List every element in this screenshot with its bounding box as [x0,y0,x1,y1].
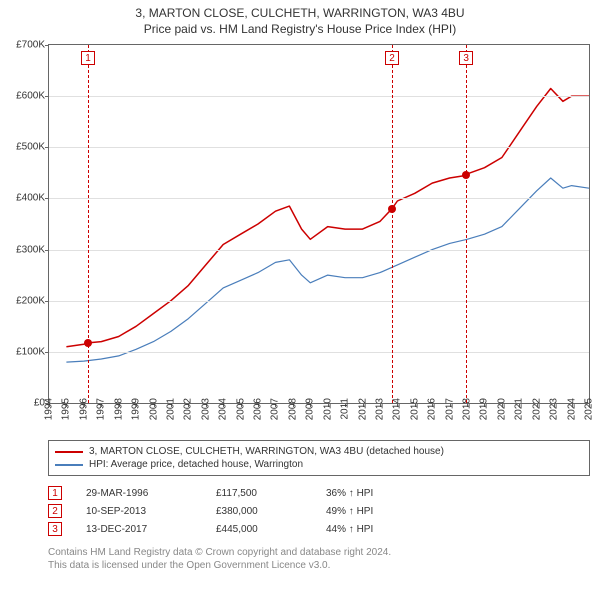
x-tick-label: 2024 [566,398,577,420]
x-tick-label: 1994 [44,398,55,420]
sales-row-3: 3 13-DEC-2017 £445,000 44% ↑ HPI [48,520,590,538]
sales-date-3: 13-DEC-2017 [86,524,216,535]
y-tick-label: £400K [3,193,45,204]
legend-swatch-hpi [55,464,83,466]
sales-price-2: £380,000 [216,506,326,517]
x-tick-label: 2008 [287,398,298,420]
x-tick-label: 2009 [305,398,316,420]
sales-marker-1: 1 [48,486,62,500]
x-tick-label: 2020 [496,398,507,420]
y-tick-label: £500K [3,142,45,153]
footer: Contains HM Land Registry data © Crown c… [48,546,590,572]
sales-price-1: £117,500 [216,488,326,499]
sale-marker-line [466,45,467,403]
legend-item-property: 3, MARTON CLOSE, CULCHETH, WARRINGTON, W… [55,445,583,458]
series-svg [49,45,589,403]
x-tick-label: 2023 [549,398,560,420]
x-tick-label: 1995 [61,398,72,420]
legend-swatch-property [55,451,83,453]
sales-marker-2: 2 [48,504,62,518]
sale-marker-box: 1 [81,51,95,65]
sales-pct-1: 36% ↑ HPI [326,488,426,499]
sale-marker-box: 3 [459,51,473,65]
x-tick-label: 2025 [584,398,595,420]
x-tick-label: 2006 [253,398,264,420]
x-tick-label: 2022 [531,398,542,420]
sale-marker-dot [462,171,470,179]
sales-pct-3: 44% ↑ HPI [326,524,426,535]
y-tick-label: £600K [3,91,45,102]
y-tick-label: £300K [3,244,45,255]
x-tick-label: 1997 [96,398,107,420]
title-sub: Price paid vs. HM Land Registry's House … [0,22,600,36]
y-tick-label: £700K [3,40,45,51]
x-tick-label: 2007 [270,398,281,420]
title-main: 3, MARTON CLOSE, CULCHETH, WARRINGTON, W… [0,6,600,20]
sales-pct-2: 49% ↑ HPI [326,506,426,517]
sales-marker-3: 3 [48,522,62,536]
chart-area: £0£100K£200K£300K£400K£500K£600K£700K199… [48,44,590,404]
x-tick-label: 2013 [374,398,385,420]
page: 3, MARTON CLOSE, CULCHETH, WARRINGTON, W… [0,0,600,590]
x-tick-label: 2003 [200,398,211,420]
x-tick-label: 2004 [218,398,229,420]
x-tick-label: 2021 [514,398,525,420]
x-tick-label: 1999 [131,398,142,420]
x-tick-label: 2015 [409,398,420,420]
y-tick-label: £0 [3,398,45,409]
sales-date-1: 29-MAR-1996 [86,488,216,499]
x-tick-label: 2010 [322,398,333,420]
x-tick-label: 2014 [392,398,403,420]
x-tick-label: 2017 [444,398,455,420]
legend-item-hpi: HPI: Average price, detached house, Warr… [55,458,583,471]
legend-label-property: 3, MARTON CLOSE, CULCHETH, WARRINGTON, W… [89,446,444,457]
sales-date-2: 10-SEP-2013 [86,506,216,517]
sales-row-1: 1 29-MAR-1996 £117,500 36% ↑ HPI [48,484,590,502]
legend-label-hpi: HPI: Average price, detached house, Warr… [89,459,303,470]
x-tick-label: 1998 [113,398,124,420]
sale-marker-line [392,45,393,403]
sale-marker-box: 2 [385,51,399,65]
x-tick-label: 2000 [148,398,159,420]
footer-line-1: Contains HM Land Registry data © Crown c… [48,546,590,559]
x-tick-label: 2001 [165,398,176,420]
series-hpi [66,178,589,362]
x-tick-label: 2002 [183,398,194,420]
x-tick-label: 2016 [427,398,438,420]
x-tick-label: 2011 [340,398,351,420]
x-tick-label: 2005 [235,398,246,420]
x-tick-label: 2012 [357,398,368,420]
sale-marker-dot [84,339,92,347]
sale-marker-line [88,45,89,403]
title-block: 3, MARTON CLOSE, CULCHETH, WARRINGTON, W… [0,0,600,36]
x-tick-label: 2019 [479,398,490,420]
sales-table: 1 29-MAR-1996 £117,500 36% ↑ HPI 2 10-SE… [48,484,590,538]
y-tick-label: £200K [3,295,45,306]
legend: 3, MARTON CLOSE, CULCHETH, WARRINGTON, W… [48,440,590,476]
y-tick-label: £100K [3,346,45,357]
sale-marker-dot [388,205,396,213]
footer-line-2: This data is licensed under the Open Gov… [48,559,590,572]
sales-row-2: 2 10-SEP-2013 £380,000 49% ↑ HPI [48,502,590,520]
sales-price-3: £445,000 [216,524,326,535]
